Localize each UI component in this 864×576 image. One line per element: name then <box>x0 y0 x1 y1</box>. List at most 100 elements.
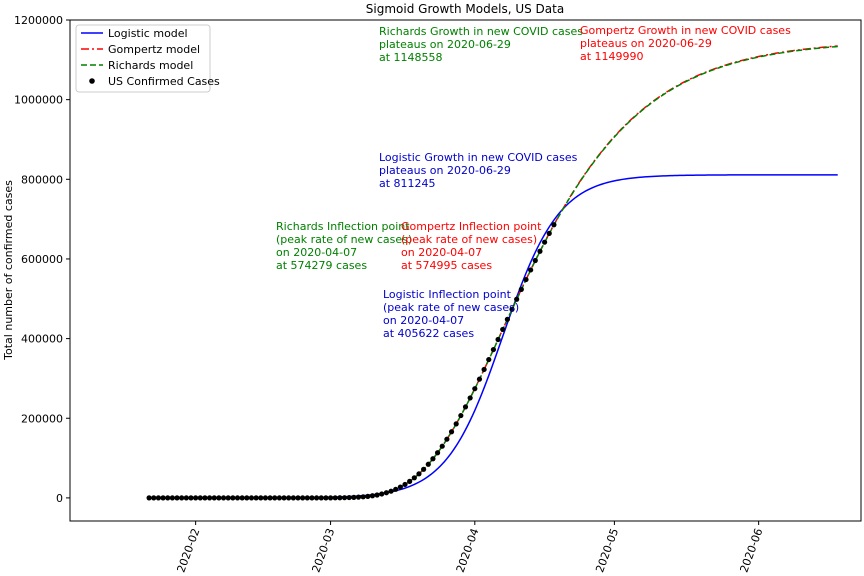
data-point <box>472 386 478 392</box>
y-tick-label: 1000000 <box>14 94 63 107</box>
data-point <box>486 356 492 363</box>
annotation-line: Richards Inflection point <box>276 220 410 233</box>
annotation-line: at 574995 cases <box>401 259 492 272</box>
data-point <box>546 230 552 236</box>
data-point <box>169 495 175 501</box>
legend-label: US Confirmed Cases <box>108 75 220 88</box>
data-point <box>155 495 162 501</box>
data-point <box>393 486 399 492</box>
data-point <box>500 326 506 333</box>
data-point <box>542 239 548 245</box>
data-point <box>383 490 389 496</box>
data-point <box>183 495 189 501</box>
data-point <box>467 395 473 401</box>
chart-title: Sigmoid Growth Models, US Data <box>366 2 564 16</box>
data-point <box>281 495 287 501</box>
y-axis-title: Total number of confirmed cases <box>2 180 15 361</box>
data-point <box>188 495 194 501</box>
data-point <box>276 495 282 501</box>
annotation-line: (peak rate of new cases) <box>401 233 537 246</box>
data-point <box>258 495 264 501</box>
annotations: Richards Growth in new COVID cases platea… <box>276 24 791 340</box>
data-point <box>234 495 241 501</box>
annotation-line: Logistic Growth in new COVID cases <box>379 151 578 164</box>
data-point <box>351 494 357 500</box>
annotation-line: Richards Growth in new COVID cases <box>379 25 583 38</box>
data-point <box>509 306 515 312</box>
legend-marker <box>89 78 95 84</box>
data-point <box>439 443 445 449</box>
data-point <box>379 491 385 497</box>
data-point <box>430 456 436 462</box>
plot-lines <box>149 45 838 499</box>
data-point <box>230 495 236 501</box>
y-axis-ticks: 0 200000 400000 600000 800000 1000000 1200000 <box>14 14 70 505</box>
data-point <box>318 495 324 501</box>
data-point <box>476 376 483 382</box>
y-tick-label: 400000 <box>21 333 63 346</box>
data-point <box>165 495 171 501</box>
legend: Logistic model Gompertz model Richards mod… <box>75 24 220 93</box>
data-point <box>220 495 227 501</box>
series-line-gompertz <box>149 45 838 499</box>
data-point <box>434 450 441 456</box>
x-tick-label: 2020-02 <box>175 527 203 575</box>
plot-area <box>69 19 862 522</box>
data-point <box>453 421 459 427</box>
data-point <box>523 276 529 283</box>
data-point <box>365 493 371 499</box>
data-point <box>327 495 334 501</box>
data-point <box>206 495 213 501</box>
data-point <box>462 404 469 410</box>
data-point <box>425 461 431 467</box>
data-point <box>551 222 557 228</box>
data-points <box>146 222 557 501</box>
annotation-line: plateaus on 2020-06-29 <box>379 38 511 51</box>
data-point <box>504 316 510 322</box>
data-point <box>323 495 329 501</box>
annotation-text: Richards Inflection point (peak rate of n… <box>276 220 412 272</box>
annotation-line: (peak rate of new cases) <box>383 301 519 314</box>
y-tick-label: 600000 <box>21 253 63 266</box>
data-point <box>248 495 255 501</box>
data-point <box>341 495 348 501</box>
data-point <box>416 471 422 477</box>
data-point <box>514 296 520 302</box>
annotation-text: Gompertz Growth in new COVID cases platea… <box>580 24 791 63</box>
data-point <box>360 494 366 500</box>
data-point <box>346 494 352 501</box>
data-point <box>458 412 464 419</box>
data-point <box>314 495 320 501</box>
data-point <box>411 475 417 481</box>
data-point <box>151 495 157 501</box>
annotation-text: Richards Growth in new COVID cases platea… <box>379 25 583 64</box>
data-point <box>272 495 278 501</box>
data-point <box>179 495 185 501</box>
y-tick-label: 0 <box>56 492 63 505</box>
data-point <box>369 493 376 499</box>
data-point <box>244 495 250 501</box>
data-point <box>193 495 199 501</box>
annotation-line: at 405622 cases <box>383 327 474 340</box>
x-tick-label: 2020-04 <box>454 527 482 575</box>
x-axis-ticks: 2020-02 2020-03 2020-04 2020-05 2020-06 <box>175 521 766 575</box>
data-point <box>295 495 301 501</box>
data-point <box>532 257 538 264</box>
data-point <box>337 495 343 501</box>
data-point <box>146 495 152 501</box>
data-point <box>290 495 296 501</box>
data-point <box>174 495 180 501</box>
data-point <box>537 248 543 254</box>
annotation-line: plateaus on 2020-06-29 <box>580 37 712 50</box>
annotation-line: at 1149990 <box>580 50 644 63</box>
data-point <box>402 481 408 488</box>
annotation-text: Logistic Growth in new COVID cases platea… <box>379 151 578 190</box>
annotation-line: at 1148558 <box>379 51 443 64</box>
data-point <box>300 495 306 501</box>
x-tick-label: 2020-06 <box>738 527 766 575</box>
data-point <box>267 495 273 501</box>
data-point <box>253 495 259 501</box>
data-point <box>197 495 203 501</box>
legend-box <box>75 24 211 93</box>
